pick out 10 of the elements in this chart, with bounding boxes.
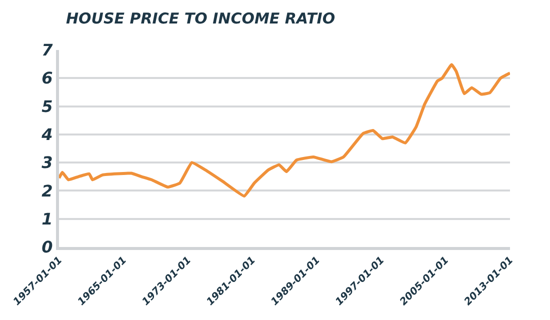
chart-title: HOUSE PRICE TO INCOME RATIO [66, 9, 336, 28]
y-tick-label: 5 [42, 96, 53, 116]
y-tick-label: 6 [42, 68, 53, 88]
y-tick-label: 7 [42, 40, 54, 60]
y-tick-label: 1 [42, 209, 53, 228]
y-tick-label: 4 [40, 125, 53, 144]
line-series [59, 63, 510, 198]
y-tick-label: 0 [42, 238, 53, 257]
y-tick-label: 2 [42, 181, 53, 200]
y-tick-label: 3 [42, 153, 53, 172]
